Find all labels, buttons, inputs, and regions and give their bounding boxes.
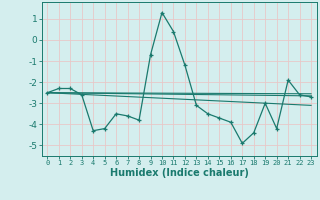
X-axis label: Humidex (Indice chaleur): Humidex (Indice chaleur) <box>110 168 249 178</box>
